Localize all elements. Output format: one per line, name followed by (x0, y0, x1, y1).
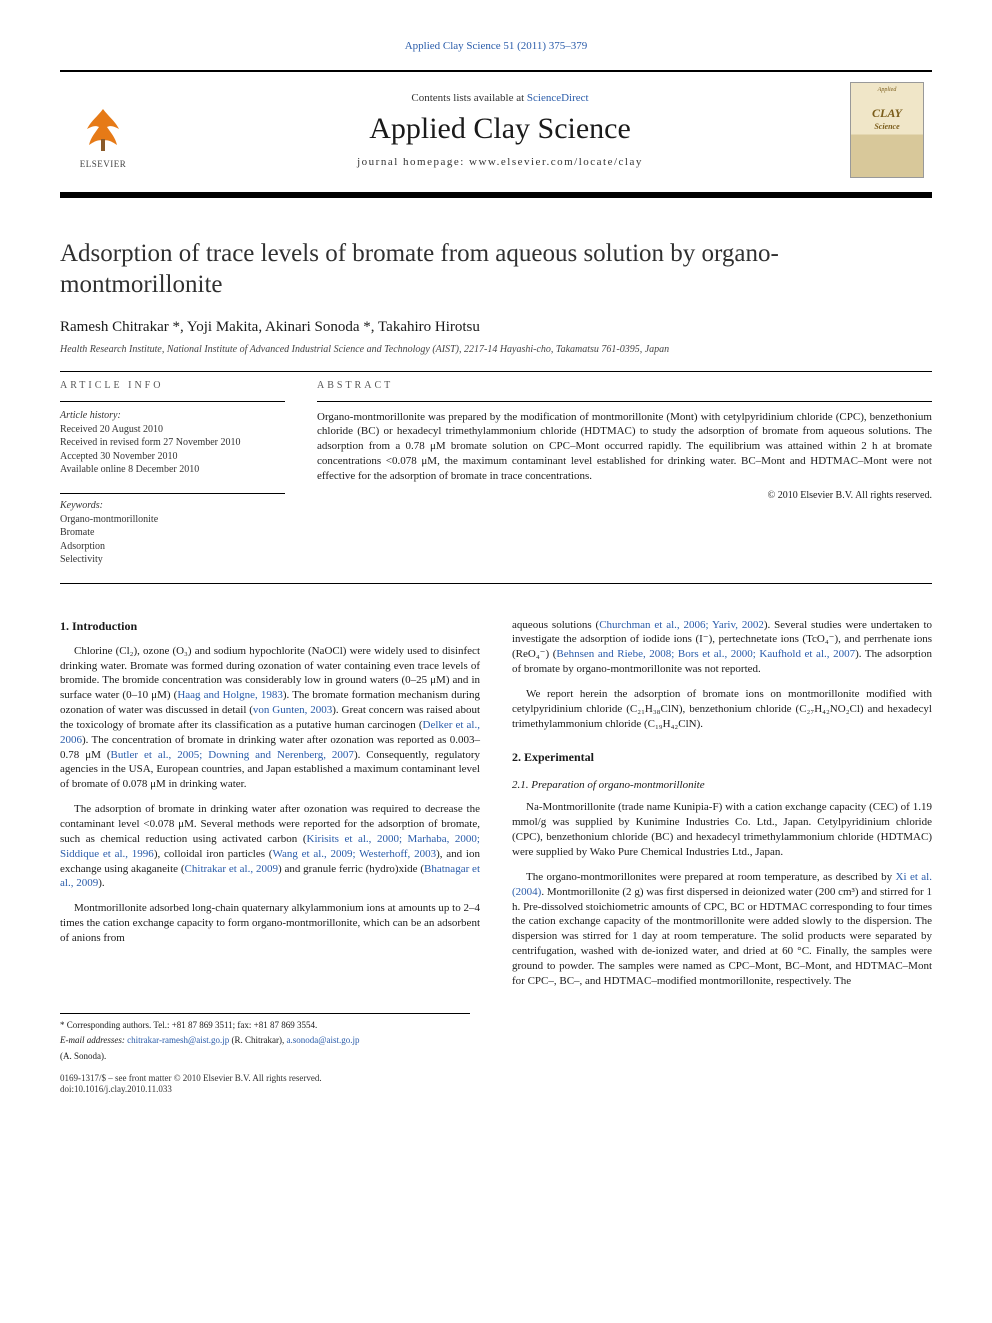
section-heading: 2. Experimental (512, 749, 932, 765)
citation-link[interactable]: Churchman et al., 2006; Yariv, 2002 (599, 619, 764, 631)
body-paragraph: The organo-montmorillonites were prepare… (512, 870, 932, 989)
journal-ref-link[interactable]: Applied Clay Science 51 (2011) 375–379 (405, 40, 588, 52)
corresponding-author-note: * Corresponding authors. Tel.: +81 87 86… (60, 1020, 470, 1032)
citation-link[interactable]: Chitrakar et al., 2009 (185, 863, 278, 875)
body-paragraph: Na-Montmorillonite (trade name Kunipia-F… (512, 800, 932, 859)
elsevier-logo: ELSEVIER (68, 91, 138, 169)
article-info-heading: article info (60, 380, 285, 391)
journal-cover-thumbnail: Applied CLAY Science (850, 82, 924, 178)
divider (317, 401, 932, 402)
journal-reference-line: Applied Clay Science 51 (2011) 375–379 (60, 40, 932, 52)
body-paragraph: aqueous solutions (Churchman et al., 200… (512, 618, 932, 677)
citation-link[interactable]: von Gunten, 2003 (253, 704, 332, 716)
email-who-2: (A. Sonoda). (60, 1051, 470, 1063)
abstract-text: Organo-montmorillonite was prepared by t… (317, 410, 932, 484)
body-column-left: 1. Introduction Chlorine (Cl₂), ozone (O… (60, 618, 480, 999)
email-link[interactable]: a.sonoda@aist.go.jp (286, 1035, 359, 1045)
homepage-prefix: journal homepage: (357, 156, 469, 168)
body-paragraph: Montmorillonite adsorbed long-chain quat… (60, 901, 480, 946)
abstract-column: abstract Organo-montmorillonite was prep… (317, 380, 932, 567)
keyword: Bromate (60, 526, 285, 540)
contents-list-line: Contents lists available at ScienceDirec… (150, 92, 850, 104)
history-item: Received 20 August 2010 (60, 423, 285, 437)
body-paragraph: We report herein the adsorption of broma… (512, 687, 932, 732)
divider (60, 371, 932, 372)
citation-link[interactable]: Behnsen and Riebe, 2008; Bors et al., 20… (556, 648, 855, 660)
keyword: Organo-montmorillonite (60, 513, 285, 527)
article-info-column: article info Article history: Received 2… (60, 380, 285, 567)
sciencedirect-link[interactable]: ScienceDirect (527, 92, 589, 104)
divider (60, 583, 932, 584)
history-label: Article history: (60, 410, 285, 421)
article-title: Adsorption of trace levels of bromate fr… (60, 238, 932, 301)
contents-prefix: Contents lists available at (411, 92, 526, 104)
history-item: Received in revised form 27 November 201… (60, 436, 285, 450)
cover-caption-mid: CLAY (872, 106, 902, 120)
divider (60, 493, 285, 494)
citation-link[interactable]: Wang et al., 2009; Westerhoff, 2003 (272, 848, 436, 860)
body-column-right: aqueous solutions (Churchman et al., 200… (512, 618, 932, 999)
abstract-heading: abstract (317, 380, 932, 391)
doi-line: doi:10.1016/j.clay.2010.11.033 (60, 1084, 470, 1096)
history-item: Available online 8 December 2010 (60, 463, 285, 477)
email-link[interactable]: chitrakar-ramesh@aist.go.jp (127, 1035, 229, 1045)
abstract-copyright: © 2010 Elsevier B.V. All rights reserved… (317, 490, 932, 501)
citation-link[interactable]: Haag and Holgne, 1983 (177, 689, 283, 701)
subsection-heading: 2.1. Preparation of organo-montmorilloni… (512, 778, 932, 793)
body-paragraph: Chlorine (Cl₂), ozone (O₃) and sodium hy… (60, 644, 480, 792)
email-line: E-mail addresses: chitrakar-ramesh@aist.… (60, 1035, 470, 1047)
affiliation: Health Research Institute, National Inst… (60, 344, 932, 355)
cover-caption-bot: Science (874, 122, 899, 131)
author-list: Ramesh Chitrakar *, Yoji Makita, Akinari… (60, 319, 932, 336)
section-heading: 1. Introduction (60, 618, 480, 634)
cover-caption-top: Applied (878, 87, 897, 93)
journal-homepage-line: journal homepage: www.elsevier.com/locat… (150, 156, 850, 168)
citation-link[interactable]: Butler et al., 2005; Downing and Nerenbe… (111, 749, 354, 761)
keyword: Selectivity (60, 553, 285, 567)
elsevier-tree-icon (77, 105, 129, 157)
elsevier-wordmark: ELSEVIER (80, 159, 127, 169)
divider (60, 401, 285, 402)
journal-title: Applied Clay Science (150, 112, 850, 146)
history-item: Accepted 30 November 2010 (60, 450, 285, 464)
keyword: Adsorption (60, 540, 285, 554)
homepage-url: www.elsevier.com/locate/clay (469, 156, 643, 168)
body-paragraph: The adsorption of bromate in drinking wa… (60, 802, 480, 891)
journal-header-band: ELSEVIER Contents lists available at Sci… (60, 70, 932, 194)
footnotes-block: * Corresponding authors. Tel.: +81 87 86… (60, 1013, 470, 1096)
issn-line: 0169-1317/$ – see front matter © 2010 El… (60, 1073, 470, 1085)
keywords-label: Keywords: (60, 500, 285, 511)
